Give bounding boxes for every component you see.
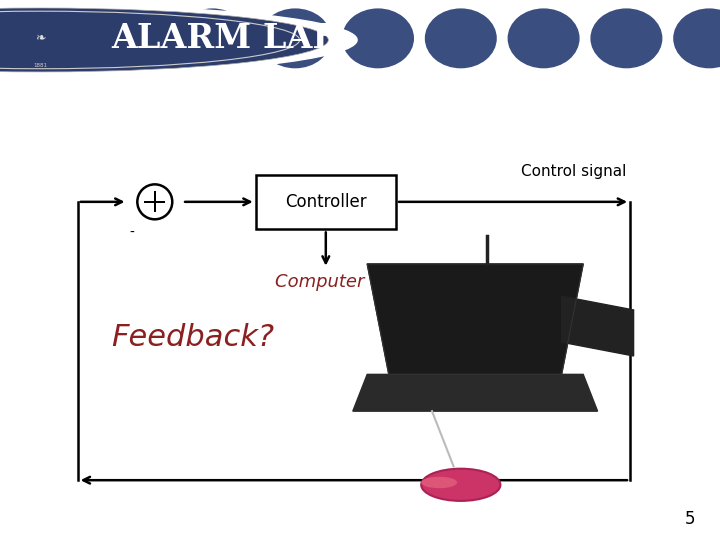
Polygon shape [367,264,583,374]
Text: Control signal: Control signal [521,164,626,179]
Ellipse shape [508,9,580,69]
Text: Feedback?: Feedback? [112,323,275,352]
Polygon shape [353,374,598,411]
Ellipse shape [176,9,248,69]
Text: 1881: 1881 [33,63,48,68]
Bar [256,175,396,230]
Circle shape [0,8,328,72]
Text: Controller: Controller [285,193,366,211]
Polygon shape [562,296,634,356]
Ellipse shape [94,9,166,69]
Ellipse shape [421,469,500,501]
Text: ❧: ❧ [35,32,45,45]
Ellipse shape [425,9,497,69]
Ellipse shape [342,9,414,69]
Circle shape [0,5,357,75]
Ellipse shape [590,9,662,69]
Text: Computer !: Computer ! [274,273,377,291]
Ellipse shape [421,477,457,488]
Text: -: - [129,226,134,240]
Ellipse shape [259,9,331,69]
Text: ALARM LAB: ALARM LAB [112,22,341,55]
Ellipse shape [673,9,720,69]
Text: 5: 5 [684,510,695,529]
